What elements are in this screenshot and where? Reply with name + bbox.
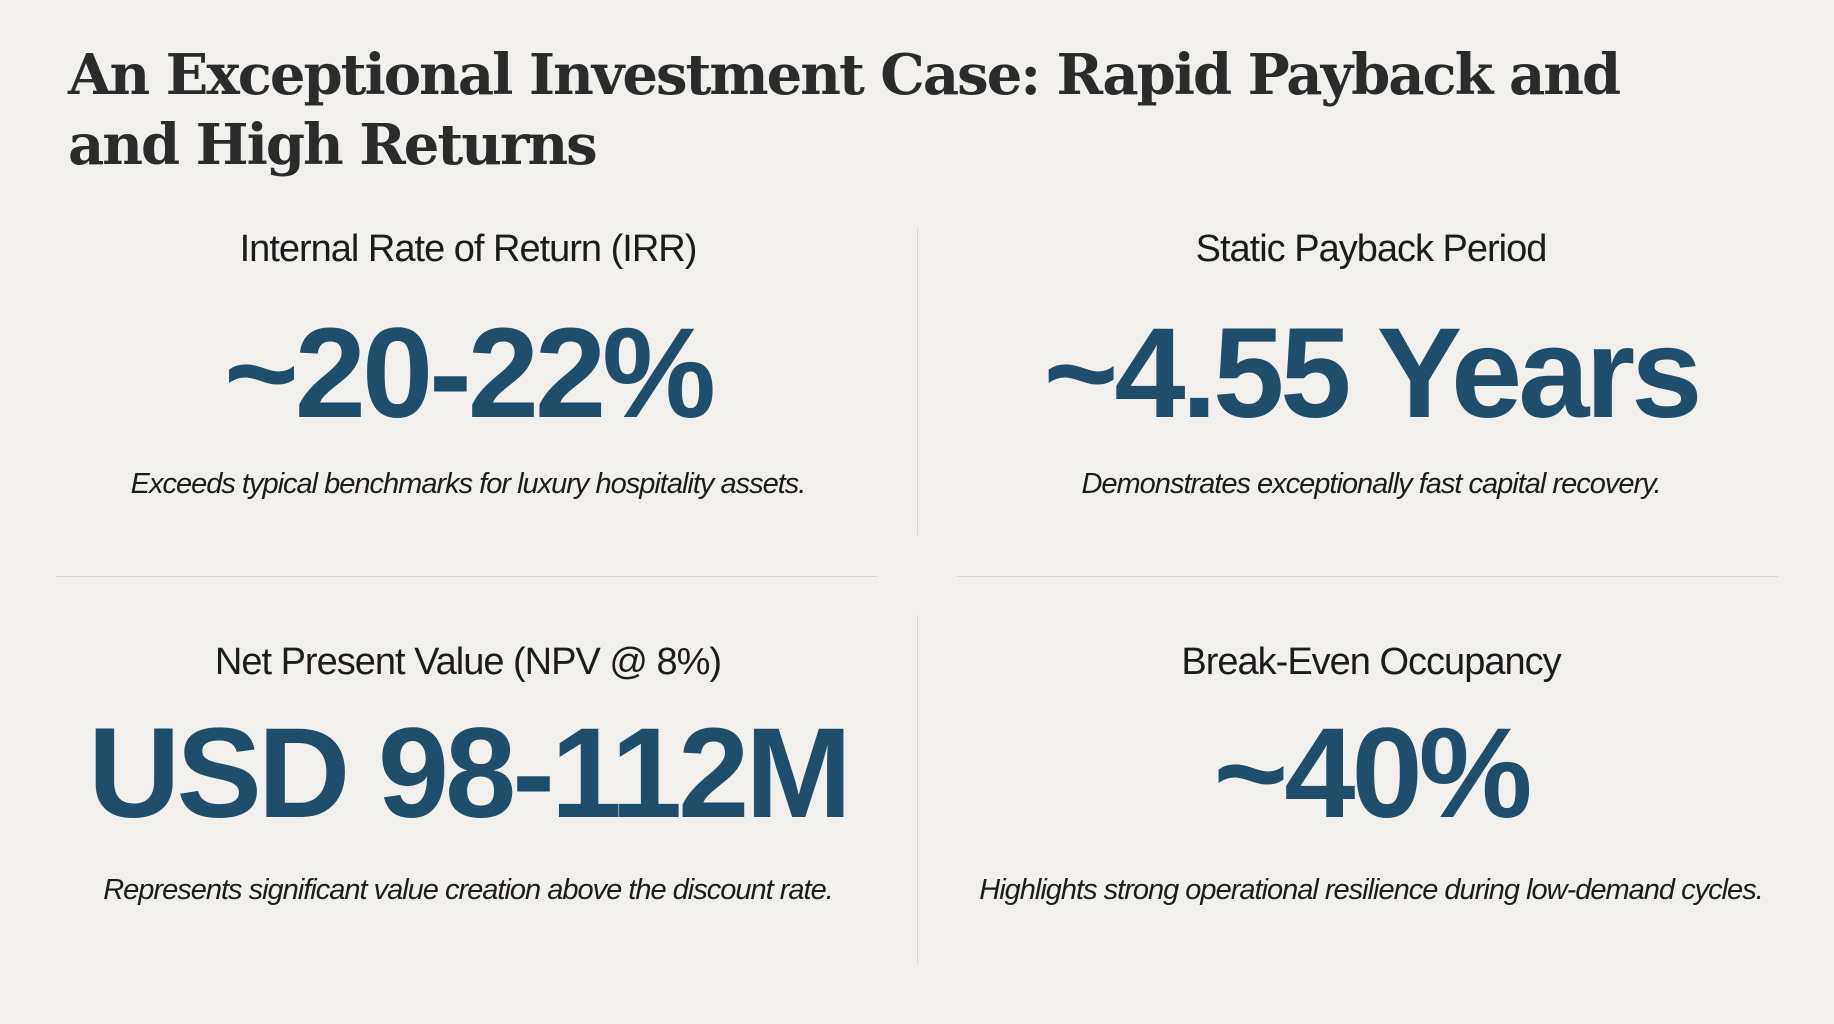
metric-description: Demonstrates exceptionally fast capital … [1081,468,1661,500]
vertical-divider-top [917,228,918,535]
metric-value: USD 98-112M [88,702,852,845]
vertical-divider-bottom [917,615,918,963]
metric-value: ~4.55 Years [1043,302,1703,445]
metric-label: Net Present Value (NPV @ 8%) [214,641,722,683]
metric-value: ~40% [1213,702,1533,845]
metric-label: Internal Rate of Return (IRR) [239,228,698,270]
metric-label: Static Payback Period [1195,228,1548,270]
horizontal-divider-left [56,576,877,577]
page-title: An Exceptional Investment Case: Rapid Pa… [68,42,1621,178]
metric-value: ~20-22% [224,302,716,445]
metric-label: Break-Even Occupancy [1181,641,1561,683]
metric-description: Highlights strong operational resilience… [979,874,1764,906]
horizontal-divider-right [957,576,1778,577]
metric-description: Represents significant value creation ab… [103,874,834,906]
metric-description: Exceeds typical benchmarks for luxury ho… [130,468,807,500]
